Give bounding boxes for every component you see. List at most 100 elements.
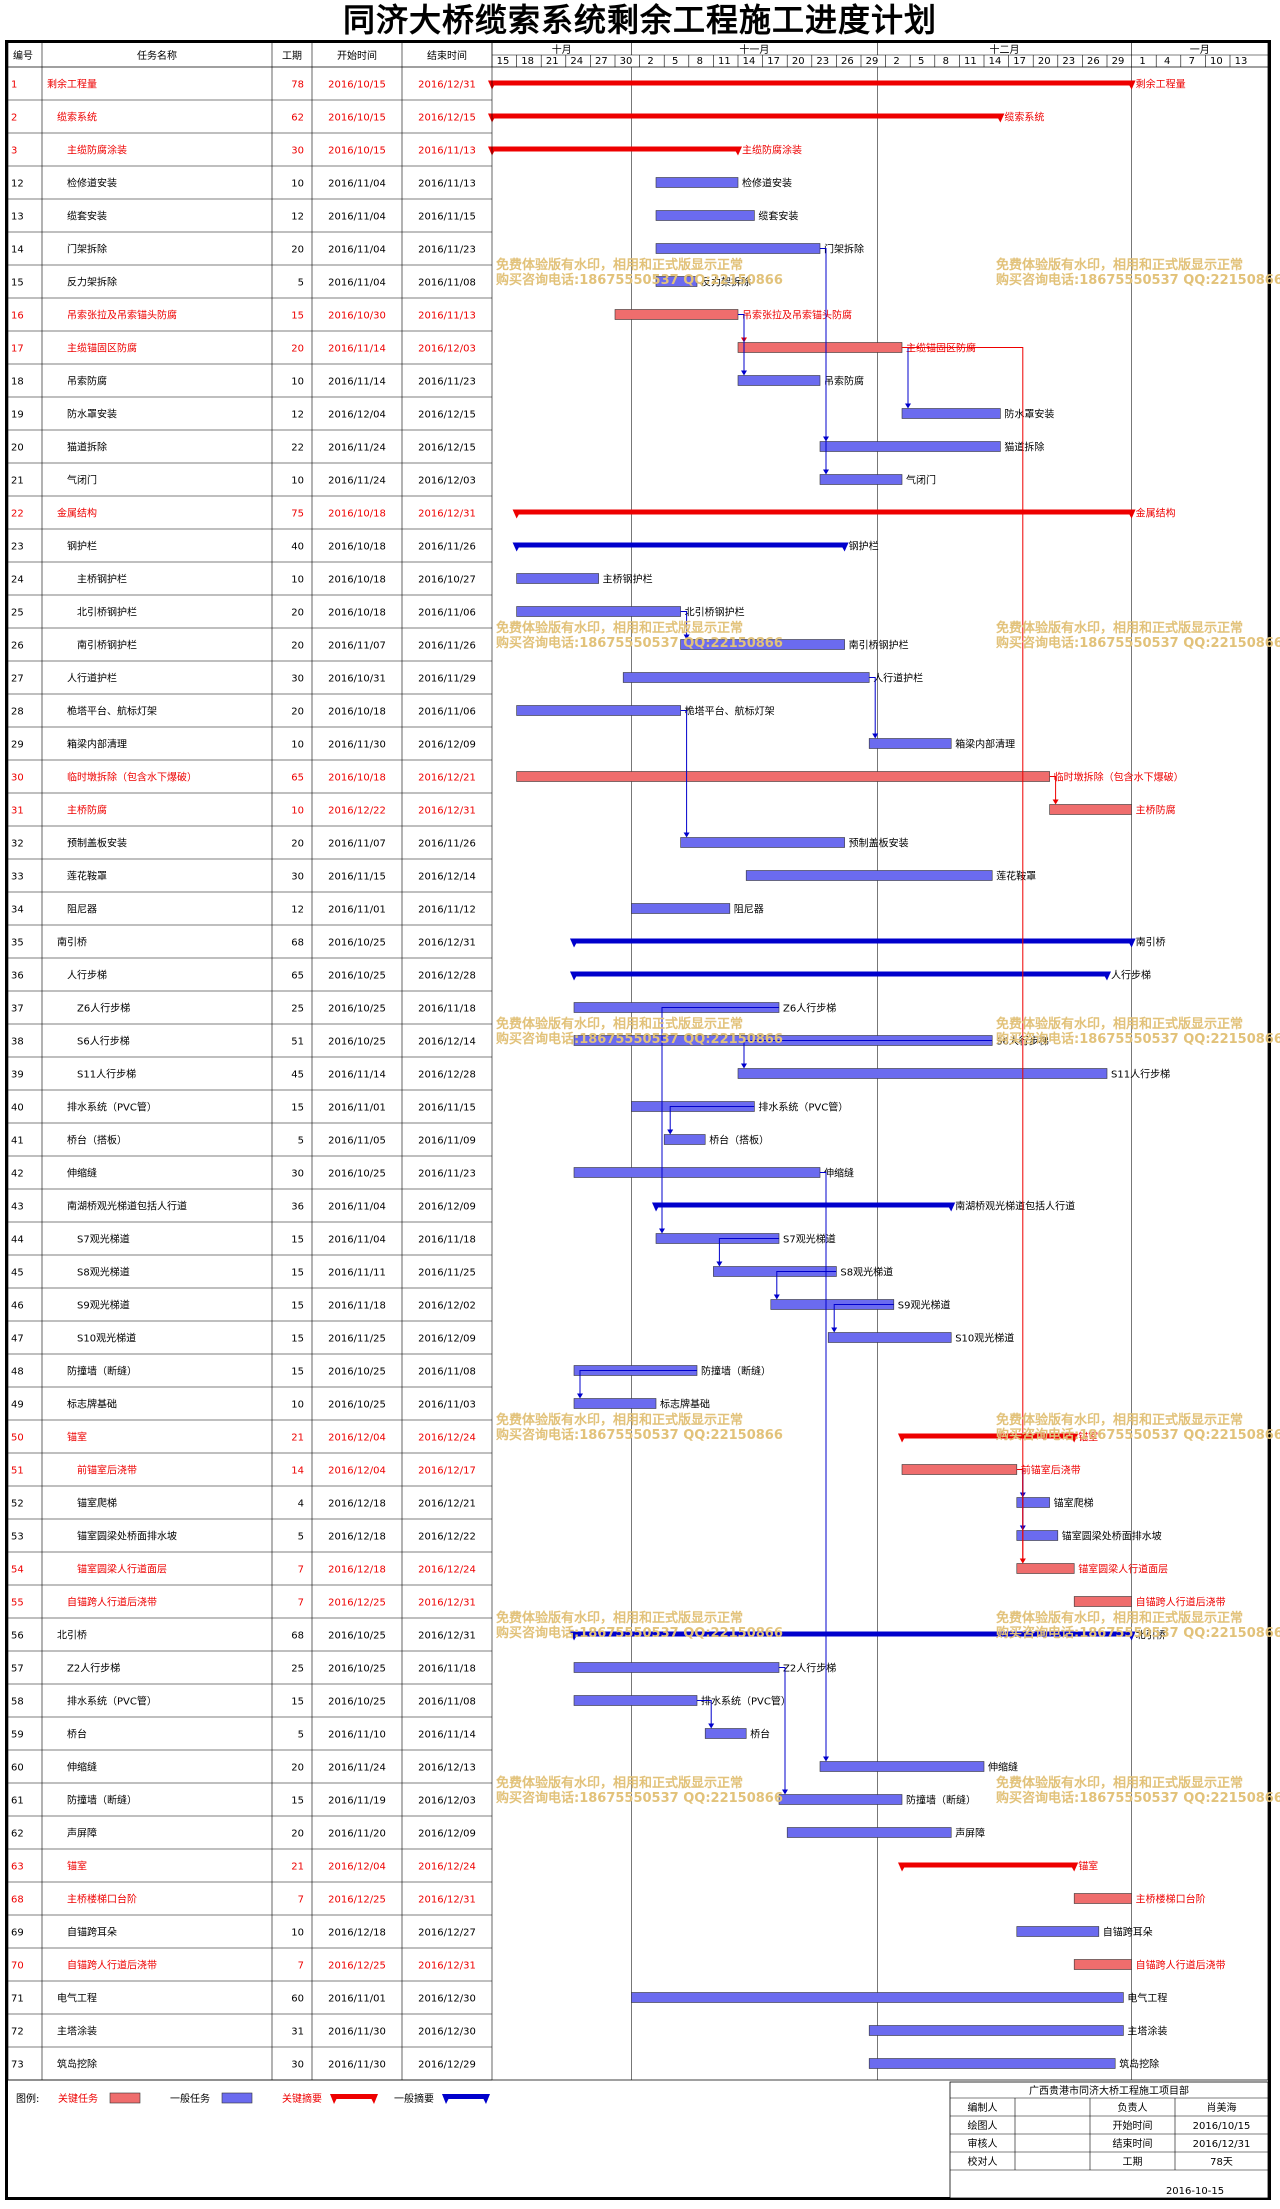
task-start: 2016/11/14 <box>328 1070 386 1081</box>
task-duration: 12 <box>291 905 304 916</box>
bar-label: 防撞墙（断缝） <box>701 1365 771 1378</box>
task-id: 23 <box>11 542 24 553</box>
task-bar <box>704 1728 747 1739</box>
task-name: 主桥防腐 <box>67 804 107 817</box>
summary-cap-right <box>733 146 742 156</box>
tick-label: 17 <box>767 56 780 67</box>
task-bar <box>1016 1563 1075 1574</box>
tick-label: 8 <box>943 56 949 67</box>
task-end: 2016/12/09 <box>418 1829 476 1840</box>
dependency-link <box>738 314 745 372</box>
task-duration: 10 <box>291 740 304 751</box>
task-id: 59 <box>11 1730 24 1741</box>
task-end: 2016/11/18 <box>418 1004 476 1015</box>
task-name: 预制盖板安装 <box>67 837 127 850</box>
task-id: 19 <box>11 410 24 421</box>
task-duration: 68 <box>291 1631 304 1642</box>
tick-label: 2 <box>893 56 899 67</box>
task-bar <box>1016 1530 1059 1541</box>
task-start: 2016/11/18 <box>328 1301 386 1312</box>
tick-label: 10 <box>1210 56 1223 67</box>
task-duration: 5 <box>298 1532 304 1543</box>
task-id: 56 <box>11 1631 24 1642</box>
task-name: 临时墩拆除（包含水下爆破） <box>67 771 197 784</box>
bar-label: 筑岛挖除 <box>1119 2058 1159 2071</box>
task-end: 2016/12/21 <box>418 1499 476 1510</box>
tick-label: 21 <box>546 56 559 67</box>
task-bar <box>573 1662 780 1673</box>
watermark-line2: 购买咨询电话:18675550537 QQ:22150866 <box>996 1031 1280 1047</box>
bar-label: 南湖桥观光梯道包括人行道 <box>955 1200 1075 1213</box>
task-end: 2016/12/31 <box>418 1895 476 1906</box>
task-end: 2016/12/31 <box>418 1961 476 1972</box>
task-name: 南引桥 <box>57 936 87 949</box>
task-id: 52 <box>11 1499 24 1510</box>
task-end: 2016/12/03 <box>418 476 476 487</box>
task-duration: 30 <box>291 872 304 883</box>
task-name: 主缆防腐涂装 <box>67 144 127 157</box>
bar-label: 伸缩缝 <box>824 1167 854 1180</box>
task-name: 莲花鞍罩 <box>67 870 107 883</box>
bar-label: 锚室 <box>1078 1431 1098 1444</box>
bar-label: 排水系统（PVC管） <box>701 1695 791 1708</box>
watermark-line1: 免费体验版有水印，相用和正式版显示正常 <box>996 1016 1243 1032</box>
task-end: 2016/12/31 <box>418 1598 476 1609</box>
bar-label: 桥台（搭板） <box>709 1134 769 1147</box>
task-name: 缆索系统 <box>57 111 97 124</box>
task-start: 2016/11/07 <box>328 641 386 652</box>
task-start: 2016/10/15 <box>328 113 386 124</box>
task-start: 2016/11/30 <box>328 2060 386 2071</box>
task-name: 主桥楼梯口台阶 <box>67 1893 137 1906</box>
task-bar <box>1073 1959 1132 1970</box>
task-name: Z6人行步梯 <box>77 1002 130 1015</box>
task-name: 主桥钢护栏 <box>77 573 127 586</box>
info-cell: 编制人 <box>968 2101 998 2114</box>
task-duration: 10 <box>291 575 304 586</box>
bar-label: S11人行步梯 <box>1111 1068 1170 1081</box>
dependency-arrowhead <box>872 733 879 739</box>
task-name: 人行步梯 <box>67 969 107 982</box>
info-cell: 肖美海 <box>1207 2101 1237 2114</box>
bar-label: 剩余工程量 <box>1136 78 1186 91</box>
month-label: 一月 <box>1190 44 1210 56</box>
dependency-link <box>1049 776 1057 801</box>
task-duration: 60 <box>291 1994 304 2005</box>
summary-cap-right <box>1126 938 1136 948</box>
task-name: 自锚跨人行道后浇带 <box>67 1959 157 1972</box>
task-end: 2016/11/06 <box>418 707 476 718</box>
info-cell: 开始时间 <box>1113 2119 1153 2132</box>
bar-label: 标志牌基础 <box>660 1398 710 1411</box>
tick-label: 29 <box>1112 56 1125 67</box>
info-cell: 审核人 <box>968 2137 998 2150</box>
dependency-arrowhead <box>1052 799 1059 805</box>
task-bar <box>737 1068 1108 1079</box>
legend-summary-swatch <box>446 2094 486 2099</box>
task-start: 2016/10/18 <box>328 575 386 586</box>
task-id: 35 <box>11 938 24 949</box>
task-end: 2016/11/23 <box>418 377 476 388</box>
bar-label: 临时墩拆除（包含水下爆破） <box>1054 771 1184 784</box>
bar-label: S7观光梯道 <box>783 1233 836 1246</box>
summary-cap-left <box>512 509 522 519</box>
info-date: 2016-10-15 <box>1166 2186 1224 2197</box>
task-id: 22 <box>11 509 24 520</box>
dependency-arrowhead <box>773 1294 780 1300</box>
task-start: 2016/10/25 <box>328 971 386 982</box>
task-duration: 15 <box>291 1103 304 1114</box>
task-end: 2016/11/29 <box>418 674 476 685</box>
task-name: 北引桥 <box>57 1630 87 1642</box>
summary-cap-left <box>898 1433 907 1443</box>
task-end: 2016/12/27 <box>418 1928 476 1939</box>
dependency-arrowhead <box>683 634 690 640</box>
dependency-link <box>902 347 909 405</box>
task-start: 2016/12/04 <box>328 1862 386 1873</box>
info-cell: 结束时间 <box>1113 2137 1153 2150</box>
dependency-arrowhead <box>683 832 690 838</box>
dependency-arrowhead <box>1019 1558 1026 1564</box>
legend-summary-cap <box>442 2094 451 2104</box>
task-duration: 20 <box>291 608 304 619</box>
task-duration: 20 <box>291 641 304 652</box>
task-name: 南引桥钢护栏 <box>77 639 137 652</box>
task-start: 2016/11/24 <box>328 476 386 487</box>
task-start: 2016/11/04 <box>328 179 386 190</box>
